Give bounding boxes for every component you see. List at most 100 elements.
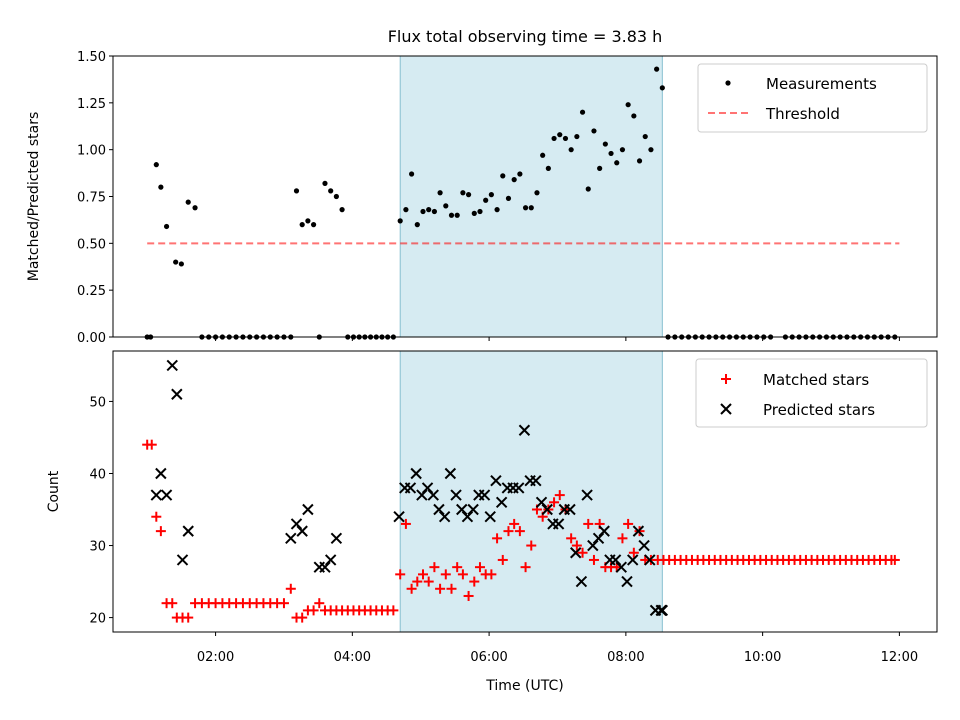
- cross-marker-b: [182, 525, 194, 537]
- predicted-star-point: [638, 539, 650, 552]
- measurement-point: [185, 199, 191, 205]
- legend-matched-label: Matched stars: [763, 371, 869, 389]
- cross-marker-b: [644, 554, 656, 566]
- x-axis-label: Time (UTC): [485, 678, 563, 694]
- legend-measurements-label: Measurements: [766, 75, 877, 93]
- matched-star-point: [167, 598, 178, 609]
- y-tick-label: 1.00: [77, 144, 106, 159]
- matched-star-point: [526, 540, 537, 551]
- predicted-star-point: [490, 474, 502, 487]
- measurement-point: [328, 188, 334, 194]
- predicted-star-point: [621, 575, 633, 588]
- predicted-star-point: [564, 503, 576, 516]
- predicted-star-point: [324, 554, 337, 566]
- measurement-point: [642, 133, 648, 140]
- predicted-star-point: [393, 511, 405, 523]
- predicted-star-point: [581, 489, 593, 501]
- predicted-star-point: [296, 525, 308, 537]
- measurement-point: [574, 133, 580, 140]
- matched-star-point: [457, 569, 468, 580]
- top-legend: Measurements Threshold: [697, 63, 928, 133]
- measurement-point: [591, 128, 597, 134]
- predicted-star-point: [410, 467, 422, 480]
- predicted-star-point: [285, 532, 297, 545]
- measurement-point: [488, 192, 494, 198]
- y-tick-label: 0.25: [77, 284, 106, 299]
- cross-marker-b: [478, 489, 491, 501]
- y-tick-label: 0.00: [77, 331, 106, 346]
- measurement-point: [614, 160, 620, 166]
- predicted-star-point: [456, 503, 468, 516]
- measurement-point: [310, 222, 317, 228]
- predicted-star-point: [438, 511, 451, 523]
- x-tick-label: 04:00: [334, 650, 371, 665]
- cross-marker-b: [433, 503, 445, 516]
- matched-star-point: [423, 576, 434, 587]
- predicted-star-point: [444, 467, 457, 480]
- predicted-star-point: [644, 554, 656, 566]
- measurement-point: [477, 208, 483, 215]
- matched-star-point: [588, 554, 599, 565]
- matched-star-point: [297, 612, 308, 623]
- measurement-point: [403, 207, 409, 213]
- measurement-point: [568, 147, 574, 153]
- matched-star-point: [583, 518, 594, 529]
- predicted-star-point: [513, 482, 525, 494]
- legend-matched-marker: [721, 374, 731, 384]
- measurement-point: [158, 184, 164, 190]
- measurement-point: [500, 173, 506, 179]
- measurement-point: [153, 162, 159, 168]
- matched-star-point: [429, 562, 440, 573]
- legend-predicted-label: Predicted stars: [763, 401, 875, 419]
- cross-marker-b: [438, 511, 451, 523]
- matched-star-point: [388, 605, 399, 616]
- predicted-star-point: [155, 467, 167, 480]
- observing-window-shade: [399, 350, 663, 633]
- matched-star-point: [463, 590, 474, 601]
- cross-marker-b: [302, 503, 314, 516]
- measurement-point: [454, 212, 460, 218]
- measurement-point: [597, 165, 603, 171]
- cross-marker-b: [490, 474, 502, 487]
- measurement-point: [585, 186, 591, 192]
- measurement-point: [654, 66, 660, 72]
- cross-marker-b: [575, 575, 588, 588]
- cross-marker-b: [570, 547, 582, 559]
- matched-star-point: [308, 605, 319, 616]
- measurement-point: [471, 210, 477, 216]
- measurement-point: [494, 207, 500, 213]
- x-tick-label: 10:00: [744, 650, 781, 665]
- predicted-star-point: [598, 525, 610, 537]
- predicted-star-point: [518, 424, 531, 436]
- matched-star-point: [889, 554, 900, 565]
- measurement-point: [528, 205, 534, 211]
- predicted-star-point: [632, 525, 645, 537]
- measurement-point: [431, 208, 437, 215]
- measurement-point: [517, 171, 523, 177]
- predicted-star-point: [330, 532, 343, 545]
- matched-star-point: [474, 562, 485, 573]
- x-tick-label: 12:00: [881, 650, 918, 665]
- cross-marker-b: [552, 518, 565, 530]
- matched-star-point: [503, 526, 514, 537]
- cross-marker-b: [656, 604, 669, 617]
- chart-title: Flux total observing time = 3.83 h: [388, 27, 663, 46]
- predicted-star-point: [404, 482, 417, 494]
- predicted-star-point: [575, 575, 588, 588]
- predicted-star-point: [433, 503, 445, 516]
- cross-marker-b: [564, 503, 576, 516]
- measurement-point: [414, 222, 420, 228]
- measurement-point: [505, 195, 512, 201]
- measurement-point: [173, 259, 179, 265]
- axes-frame: [112, 350, 938, 633]
- measurement-point: [557, 132, 563, 138]
- predicted-star-point: [461, 511, 474, 523]
- matched-star-point: [452, 562, 463, 573]
- measurement-point: [483, 197, 489, 203]
- cross-marker-b: [467, 503, 479, 516]
- cross-marker-b: [324, 554, 337, 566]
- measurement-point: [534, 190, 540, 196]
- measurement-point: [163, 223, 170, 230]
- cross-marker-b: [404, 482, 417, 494]
